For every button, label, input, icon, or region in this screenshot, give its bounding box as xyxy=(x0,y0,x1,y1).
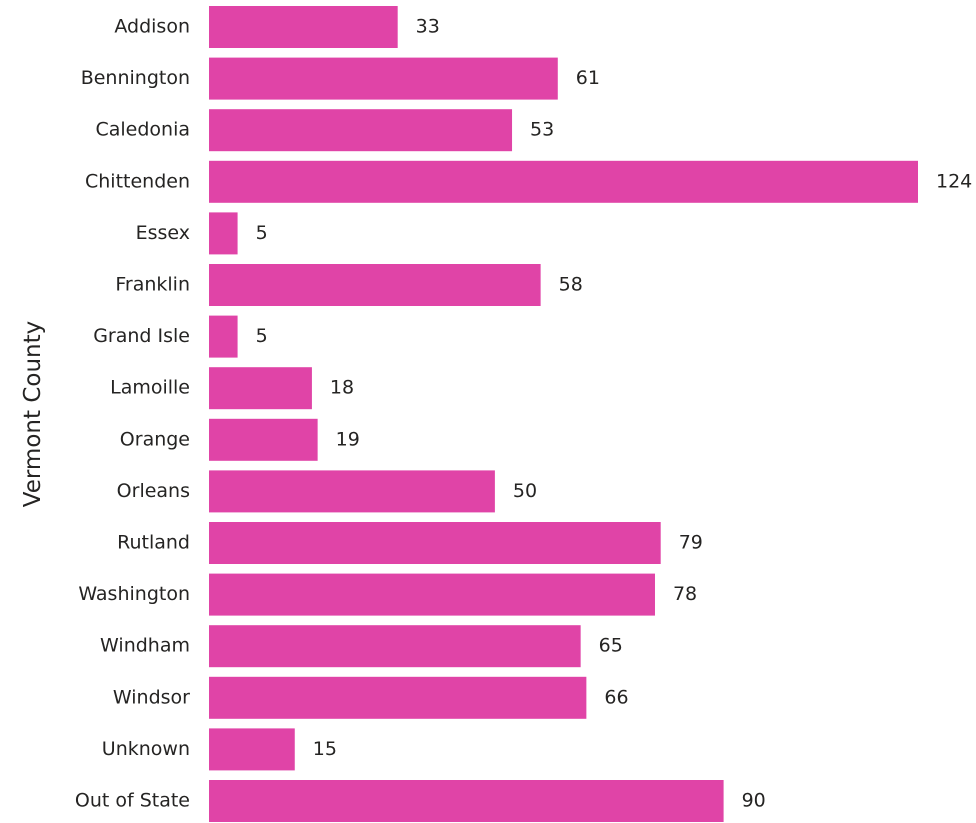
bar xyxy=(209,418,318,461)
bar xyxy=(209,625,581,668)
bar xyxy=(209,315,238,358)
category-label: Caledonia xyxy=(95,119,190,141)
bars xyxy=(209,6,918,822)
value-label: 66 xyxy=(604,686,628,708)
category-label: Windham xyxy=(100,635,190,657)
bar xyxy=(209,780,724,822)
category-labels: Addison Bennington Caledonia Chittenden Esse… xyxy=(75,16,190,812)
category-label: Windsor xyxy=(113,686,190,708)
category-label: Rutland xyxy=(117,532,190,554)
category-label: Franklin xyxy=(115,274,190,296)
value-label: 18 xyxy=(330,377,354,399)
value-label: 58 xyxy=(559,274,583,296)
value-label: 19 xyxy=(336,428,360,450)
category-label: Orleans xyxy=(117,480,190,502)
category-label: Addison xyxy=(114,16,190,38)
value-label: 79 xyxy=(679,532,703,554)
value-label: 65 xyxy=(599,635,623,657)
bar xyxy=(209,470,495,513)
bar xyxy=(209,728,295,771)
category-label: Washington xyxy=(78,583,190,605)
bar xyxy=(209,367,312,410)
value-label: 90 xyxy=(742,790,766,812)
category-label: Bennington xyxy=(81,67,190,89)
value-label: 5 xyxy=(256,325,268,347)
bar xyxy=(209,264,541,306)
category-label: Out of State xyxy=(75,790,190,812)
value-label: 61 xyxy=(576,67,600,89)
bar xyxy=(209,6,398,48)
value-labels: 33 61 53 124 5 58 5 18 19 50 79 78 65 66 15 90 xyxy=(256,16,973,812)
category-label: Unknown xyxy=(102,738,190,760)
category-label: Orange xyxy=(120,428,190,450)
value-label: 33 xyxy=(416,16,440,38)
bar xyxy=(209,676,587,719)
category-label: Lamoille xyxy=(110,377,190,399)
category-label: Essex xyxy=(136,222,190,244)
value-label: 78 xyxy=(673,583,697,605)
value-label: 53 xyxy=(530,119,554,141)
bar xyxy=(209,109,513,152)
value-label: 124 xyxy=(936,170,972,192)
category-label: Chittenden xyxy=(85,170,190,192)
category-label: Grand Isle xyxy=(93,325,190,347)
bar xyxy=(209,522,661,564)
bar xyxy=(209,160,918,203)
value-label: 50 xyxy=(513,480,537,502)
y-axis-title: Vermont County xyxy=(20,321,46,507)
value-label: 5 xyxy=(256,222,268,244)
value-label: 15 xyxy=(313,738,337,760)
bar xyxy=(209,57,558,100)
bar xyxy=(209,212,238,255)
bar xyxy=(209,573,655,616)
